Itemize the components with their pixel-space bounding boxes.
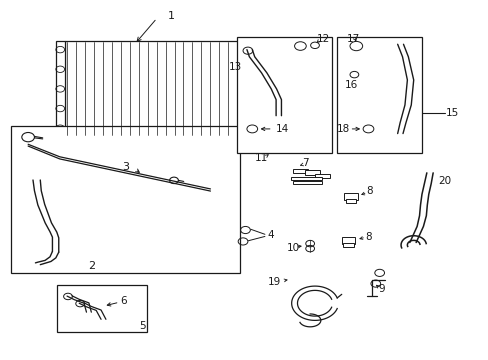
Bar [314,174,329,178]
Text: 6: 6 [120,296,127,306]
Text: 13: 13 [229,63,242,72]
Text: 5: 5 [139,321,145,332]
Text: 11: 11 [254,153,267,163]
Text: 16: 16 [344,80,357,90]
Text: 1: 1 [168,12,175,21]
Bar [239,41,248,137]
Bar [64,41,239,137]
Bar [56,41,64,137]
Text: 8: 8 [366,186,372,197]
Bar [292,168,307,173]
Bar [336,37,421,153]
Text: 9: 9 [378,284,384,294]
Bar [341,237,355,244]
Text: 2: 2 [88,261,95,271]
Text: 12: 12 [316,33,329,44]
Bar [305,170,319,175]
Bar [344,193,357,200]
Text: 17: 17 [346,34,359,44]
Text: 7: 7 [302,158,308,168]
Text: 15: 15 [446,108,459,118]
Text: 19: 19 [267,277,281,287]
Bar [11,126,239,273]
Bar [345,199,356,203]
Text: 14: 14 [276,124,289,134]
Bar [292,181,322,184]
Bar [290,177,322,180]
Text: 18: 18 [337,124,350,134]
Text: 8: 8 [365,232,371,242]
Text: 20: 20 [437,176,450,186]
Text: 10: 10 [286,243,299,253]
Text: 3: 3 [122,162,129,172]
Bar [57,285,147,332]
Bar [237,37,331,153]
Text: 4: 4 [267,230,274,240]
Bar [343,243,353,247]
